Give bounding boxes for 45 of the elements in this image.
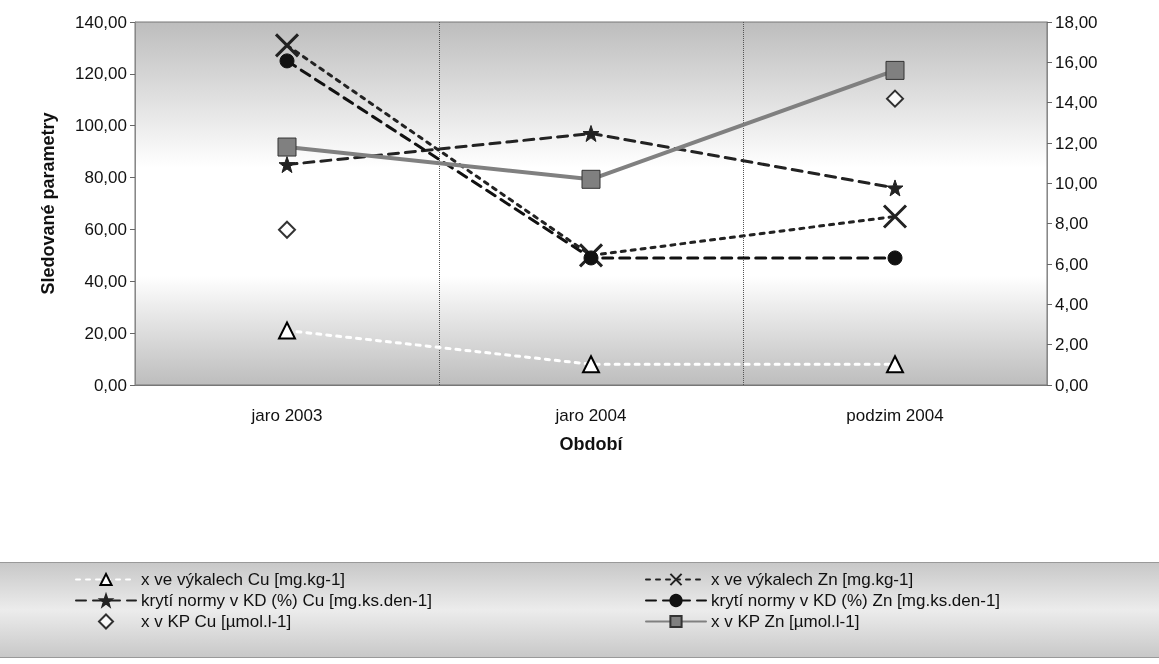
point bbox=[885, 60, 905, 80]
y2-tick-label: 2,00 bbox=[1055, 335, 1089, 355]
y2-tick-label: 12,00 bbox=[1055, 133, 1098, 153]
y-tick-label: 120,00 bbox=[75, 64, 127, 84]
point bbox=[279, 53, 295, 69]
legend-label: x ve výkalech Zn [mg.kg-1] bbox=[711, 570, 914, 589]
point bbox=[277, 137, 297, 157]
point bbox=[582, 124, 600, 142]
legend-label: krytí normy v KD (%) Cu [mg.ks.den-1] bbox=[141, 591, 432, 610]
point bbox=[278, 321, 296, 340]
point bbox=[886, 89, 904, 108]
point bbox=[582, 355, 600, 374]
point bbox=[886, 355, 904, 374]
y-tick-label: 80,00 bbox=[84, 168, 127, 188]
point bbox=[583, 250, 599, 266]
x-tick-label: jaro 2004 bbox=[554, 406, 627, 425]
x-tick-label: podzim 2004 bbox=[846, 406, 944, 425]
legend-label: x v KP Zn [µmol.l-1] bbox=[711, 612, 860, 631]
y-tick-label: 60,00 bbox=[84, 219, 127, 239]
x-axis-title: Období bbox=[559, 434, 624, 454]
y-tick-label: 40,00 bbox=[84, 271, 127, 291]
y-tick-label: 140,00 bbox=[75, 12, 127, 32]
y2-tick-label: 14,00 bbox=[1055, 93, 1098, 113]
point bbox=[882, 203, 908, 229]
point bbox=[887, 250, 903, 266]
y2-tick-label: 6,00 bbox=[1055, 254, 1089, 274]
point bbox=[274, 32, 300, 58]
y-tick-label: 20,00 bbox=[84, 323, 127, 343]
x-tick-label: jaro 2003 bbox=[250, 406, 323, 425]
point bbox=[581, 169, 601, 189]
y-tick-label: 0,00 bbox=[93, 375, 127, 395]
legend-label: krytí normy v KD (%) Zn [mg.ks.den-1] bbox=[711, 591, 1001, 610]
legend-label: x v KP Cu [µmol.l-1] bbox=[141, 612, 292, 631]
point bbox=[886, 179, 904, 197]
y2-tick-label: 0,00 bbox=[1055, 375, 1089, 395]
y2-tick-label: 10,00 bbox=[1055, 173, 1098, 193]
y2-tick-label: 4,00 bbox=[1055, 294, 1089, 314]
y2-tick-label: 18,00 bbox=[1055, 12, 1098, 32]
y2-tick-label: 16,00 bbox=[1055, 52, 1098, 72]
y-tick-label: 100,00 bbox=[75, 116, 127, 136]
y-axis-title: Sledované parametry bbox=[38, 112, 58, 295]
point bbox=[278, 156, 296, 174]
point bbox=[278, 220, 296, 239]
legend-label: x ve výkalech Cu [mg.kg-1] bbox=[141, 570, 346, 589]
y2-tick-label: 8,00 bbox=[1055, 214, 1089, 234]
